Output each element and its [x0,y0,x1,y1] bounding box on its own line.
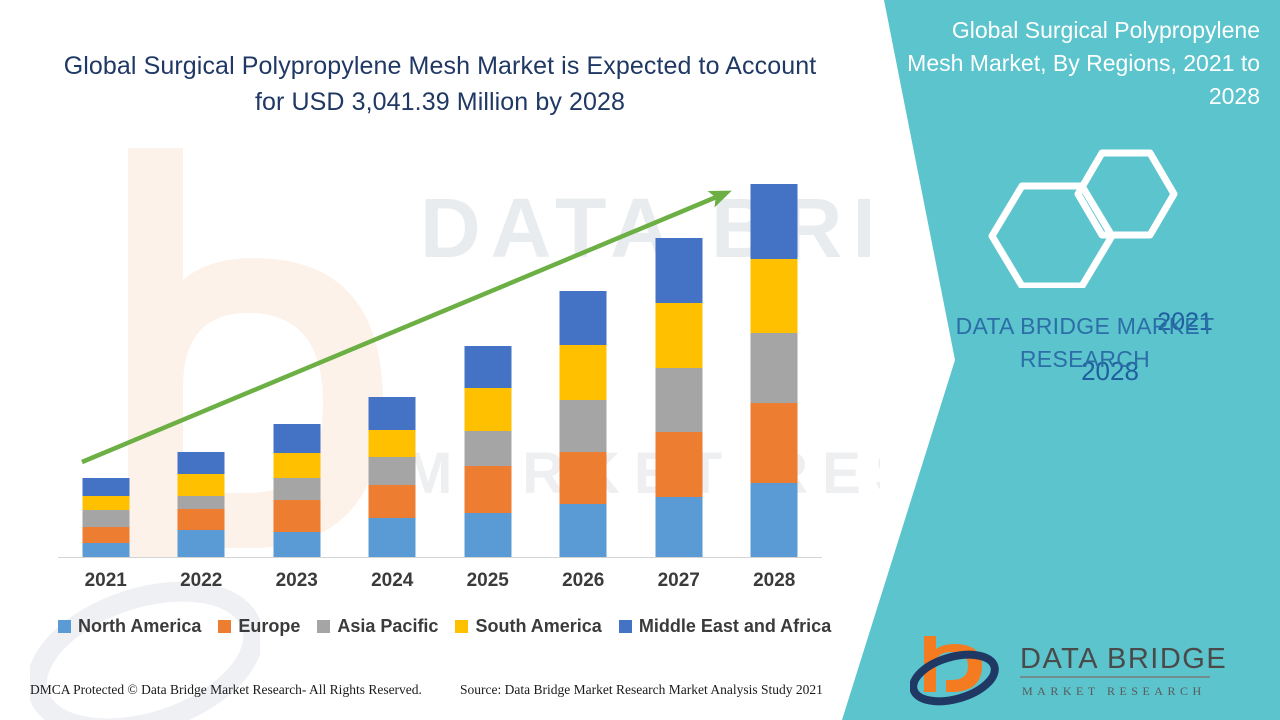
bar-stack [464,346,512,557]
hexagon-2021-icon [1074,149,1178,239]
bar-segment [559,291,607,345]
bar-segment [559,452,607,504]
bar-segment [82,496,130,510]
bar-segment [273,478,321,500]
bar-group [249,120,345,557]
bar-segment [464,466,512,513]
x-axis-label-2022: 2022 [180,570,223,591]
bar-segment [368,457,416,485]
panel-title: Global Surgical Polypropylene Mesh Marke… [907,17,1260,109]
bar-segment [273,424,321,453]
x-axis-label-2025: 2025 [466,570,509,591]
bar-segment [750,184,798,259]
bar-segment [82,478,130,496]
hexagon-2028-icon [988,182,1116,290]
bar-segment [368,518,416,557]
bar-segment [177,452,225,474]
bar-segment [368,485,416,518]
bar-segment [559,504,607,557]
legend-swatch-icon [618,620,632,633]
bar-segment [559,400,607,452]
x-axis-label-2028: 2028 [753,570,796,591]
legend-item[interactable]: Middle East and Africa [618,616,832,637]
legend-swatch-icon [455,620,469,633]
data-bridge-logo: DATA BRIDGE MARKET RESEARCH [909,630,1270,710]
panel-brand-text: DATA BRIDGE MARKET RESEARCH [955,313,1215,372]
bar-segment [655,368,703,432]
footer-source-text: Source: Data Bridge Market Research Mark… [460,682,823,697]
bar-stack [273,424,321,557]
bar-segment [750,259,798,333]
bar-segment [655,497,703,557]
logo-primary-text: DATA BRIDGE [1020,643,1227,675]
legend-label: South America [475,616,602,636]
legend-label: Europe [238,616,301,636]
bar-segment [82,527,130,543]
bar-stack [750,184,798,557]
bar-group [345,120,441,557]
bar-group [536,120,632,557]
bar-segment [559,345,607,400]
bar-segment [273,500,321,532]
bar-segment [177,530,225,557]
bar-segment [177,496,225,509]
bar-group [631,120,727,557]
legend-item[interactable]: Asia Pacific [317,616,438,637]
bar-group [154,120,250,557]
bar-segment [177,509,225,530]
x-axis-label-2021: 2021 [84,570,127,591]
legend-item[interactable]: South America [455,616,602,637]
logo-swoosh-icon [909,650,999,706]
bar-segment [464,346,512,388]
bar-segment [750,483,798,557]
bar-stack [368,397,416,557]
chart-legend: North America Europe Asia Pacific South Ame… [58,616,848,637]
hexagon-badges: 2021 2028 [970,138,1270,386]
bar-segment [177,474,225,496]
legend-item[interactable]: Europe [218,616,300,637]
watermark-swoosh-icon [30,581,260,720]
bar-segment [655,238,703,303]
bar-stack [82,478,130,557]
bar-segment [464,431,512,466]
legend-label: Middle East and Africa [638,616,832,636]
x-axis-label-2024: 2024 [371,570,414,591]
legend-swatch-icon [218,620,232,633]
panel-content: Global Surgical Polypropylene Mesh Marke… [900,0,1280,720]
legend-label: Asia Pacific [337,616,439,636]
bar-segment [750,333,798,403]
bar-stack [177,452,225,557]
bar-segment [464,513,512,557]
bar-group [727,120,823,557]
bar-segment [368,430,416,457]
legend-label: North America [78,616,202,636]
legend-swatch-icon [58,620,71,633]
bar-segment [750,403,798,483]
bar-segment [655,303,703,368]
x-axis-label-2023: 2023 [275,570,318,591]
bar-segment [655,432,703,497]
chart-title: Global Surgical Polypropylene Mesh Marke… [63,52,817,116]
bar-segment [464,388,512,431]
bar-segment [82,510,130,527]
footer-dmca-text: DMCA Protected © Data Bridge Market Rese… [30,682,422,697]
bar-series-container [58,120,822,557]
bar-group [58,120,154,557]
logo-secondary-text: MARKET RESEARCH [1022,684,1206,698]
bar-stack [655,238,703,557]
bar-stack [559,291,607,557]
x-axis-label-2026: 2026 [562,570,605,591]
footer: DMCA Protected © Data Bridge Market Rese… [0,682,880,706]
x-axis-label-2027: 2027 [657,570,700,591]
x-axis-line [58,557,822,558]
legend-swatch-icon [317,620,331,633]
x-axis-labels: 2021 2022 2023 2024 2025 2026 2027 2028 [58,570,822,600]
bar-segment [273,453,321,478]
bar-group [440,120,536,557]
bar-segment [273,532,321,557]
legend-item[interactable]: North America [58,616,201,637]
bar-segment [368,397,416,430]
bar-segment [82,543,130,557]
